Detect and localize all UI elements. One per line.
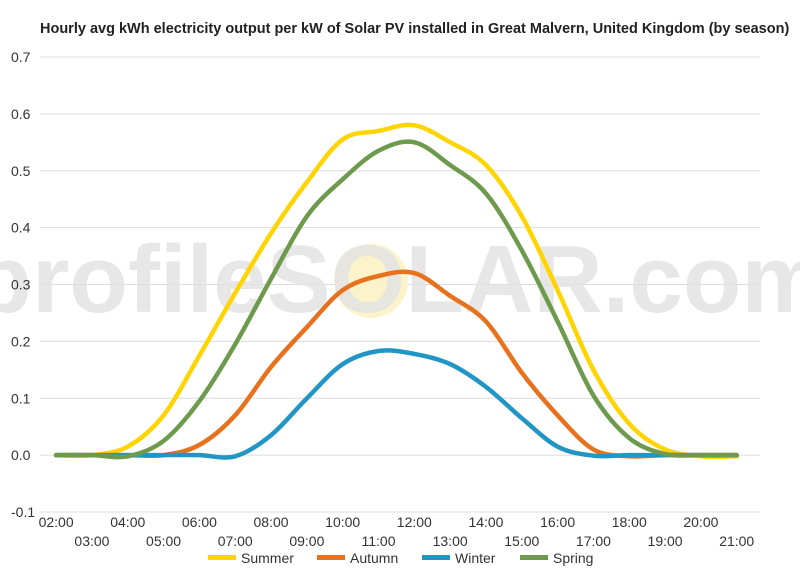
- y-tick-label: -0.1: [11, 504, 35, 520]
- legend-item-autumn[interactable]: Autumn: [317, 550, 398, 566]
- y-tick-label: 0.2: [11, 333, 31, 349]
- x-tick-label: 12:00: [397, 514, 432, 530]
- y-tick-label: 0.1: [11, 390, 31, 406]
- x-tick-label: 21:00: [719, 533, 754, 549]
- x-tick-label: 14:00: [468, 514, 503, 530]
- y-tick-label: 0.6: [11, 106, 31, 122]
- legend-item-summer[interactable]: Summer: [208, 550, 294, 566]
- chart-title: Hourly avg kWh electricity output per kW…: [40, 21, 789, 37]
- legend-swatch: [317, 555, 345, 560]
- x-tick-label: 09:00: [289, 533, 324, 549]
- x-tick-label: 07:00: [218, 533, 253, 549]
- y-tick-label: 0.5: [11, 163, 31, 179]
- x-tick-label: 05:00: [146, 533, 181, 549]
- legend-label: Spring: [553, 550, 593, 566]
- series-line-summer: [53, 122, 739, 460]
- series-line-spring: [53, 139, 739, 460]
- legend-label: Summer: [241, 550, 294, 566]
- legend-label: Autumn: [350, 550, 398, 566]
- x-tick-label: 16:00: [540, 514, 575, 530]
- legend-label: Winter: [455, 550, 496, 566]
- y-tick-label: 0.7: [11, 49, 31, 65]
- x-tick-label: 17:00: [576, 533, 611, 549]
- x-tick-label: 11:00: [362, 533, 396, 549]
- x-tick-label: 19:00: [648, 533, 683, 549]
- watermark-sun-icon: [334, 244, 408, 318]
- x-tick-label: 02:00: [39, 514, 74, 530]
- x-tick-label: 06:00: [182, 514, 217, 530]
- y-tick-label: 0.4: [11, 220, 31, 236]
- legend-swatch: [422, 555, 450, 560]
- x-tick-label: 04:00: [110, 514, 145, 530]
- series-line-winter: [53, 348, 739, 460]
- x-tick-label: 10:00: [325, 514, 360, 530]
- y-tick-label: 0.0: [11, 447, 31, 463]
- legend-item-spring[interactable]: Spring: [520, 550, 593, 566]
- x-tick-label: 20:00: [683, 514, 718, 530]
- legend-swatch: [208, 555, 236, 560]
- x-tick-label: 08:00: [254, 514, 289, 530]
- legend-item-winter[interactable]: Winter: [422, 550, 496, 566]
- x-tick-label: 03:00: [74, 533, 109, 549]
- x-tick-label: 18:00: [612, 514, 647, 530]
- x-tick-label: 15:00: [504, 533, 539, 549]
- watermark-text: profileSOLAR.com: [0, 226, 800, 333]
- legend-swatch: [520, 555, 548, 560]
- x-tick-label: 13:00: [433, 533, 468, 549]
- y-tick-label: 0.3: [11, 277, 31, 293]
